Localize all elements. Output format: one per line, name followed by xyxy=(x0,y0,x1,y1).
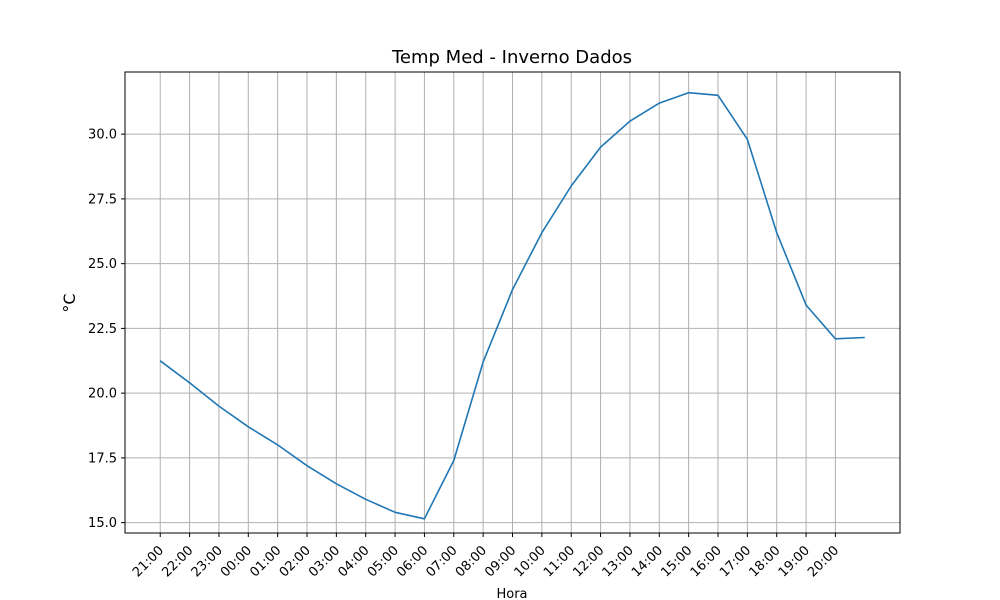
x-tick-label: 04:00 xyxy=(335,543,372,580)
x-tick-label: 02:00 xyxy=(277,543,314,580)
y-tick-label: 22.5 xyxy=(88,322,117,337)
x-axis-label: Hora xyxy=(496,587,527,600)
x-tick-label: 05:00 xyxy=(365,543,402,580)
x-tick-label: 16:00 xyxy=(688,543,725,580)
x-tick-label: 13:00 xyxy=(600,543,637,580)
y-tick-label: 30.0 xyxy=(88,128,117,143)
series-layer xyxy=(159,91,865,520)
y-tick-label: 27.5 xyxy=(88,192,117,207)
x-tick-label: 22:00 xyxy=(159,543,196,580)
y-tick-label: 15.0 xyxy=(88,516,117,531)
x-tick-label: 00:00 xyxy=(218,543,255,580)
y-axis-label: °C xyxy=(60,293,79,312)
x-tick-label: 14:00 xyxy=(629,543,666,580)
x-tick-label: 19:00 xyxy=(776,543,813,580)
x-tick-label: 10:00 xyxy=(512,543,549,580)
x-tick-label: 23:00 xyxy=(189,543,226,580)
x-tick-label: 12:00 xyxy=(570,543,607,580)
x-tick-label: 06:00 xyxy=(394,543,431,580)
x-tick-label: 15:00 xyxy=(658,543,695,580)
temperature-series-line xyxy=(159,91,865,520)
x-tick-label: 21:00 xyxy=(130,543,167,580)
y-tick-label: 25.0 xyxy=(88,257,117,272)
x-tick-label: 09:00 xyxy=(482,543,519,580)
x-tick-label: 11:00 xyxy=(541,543,578,580)
x-tick-label: 20:00 xyxy=(805,543,842,580)
x-tick-label: 03:00 xyxy=(306,543,343,580)
x-tick-label: 07:00 xyxy=(424,543,461,580)
x-tick-label: 18:00 xyxy=(746,543,783,580)
grid xyxy=(125,72,900,533)
chart-title: Temp Med - Inverno Dados xyxy=(391,47,632,68)
x-tick-label: 08:00 xyxy=(453,543,490,580)
y-axis-ticks: 15.0 17.5 20.0 22.5 25.0 27.5 30.0 xyxy=(88,128,125,531)
y-tick-label: 17.5 xyxy=(88,451,117,466)
x-axis-ticks: 21:0022:0023:0000:0001:0002:0003:0004:00… xyxy=(130,533,842,580)
y-tick-label: 20.0 xyxy=(88,387,117,402)
x-tick-label: 17:00 xyxy=(717,543,754,580)
x-tick-label: 01:00 xyxy=(247,543,284,580)
